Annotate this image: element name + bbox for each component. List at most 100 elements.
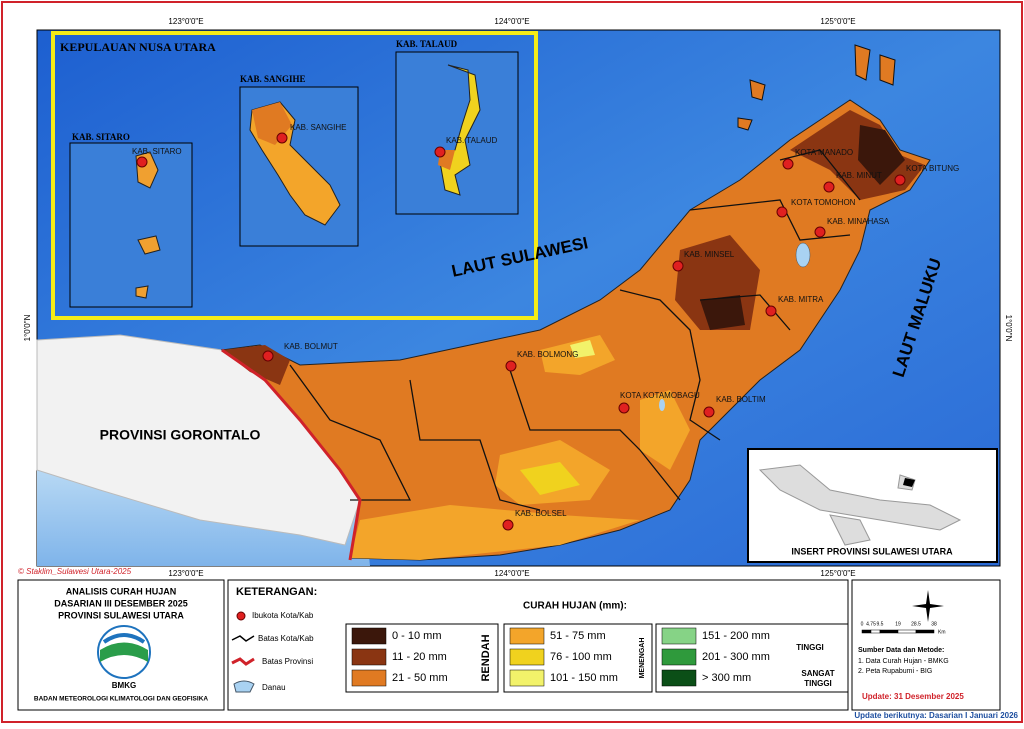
rain-zone xyxy=(640,390,690,470)
scale-segment xyxy=(861,629,872,634)
grid-label: 1°0'0"N xyxy=(23,314,32,341)
source-text: 2. Peta Rupabumi - BIG xyxy=(858,668,932,675)
scale-label: 0 xyxy=(861,621,864,627)
legend-text: Batas Provinsi xyxy=(262,657,313,666)
logo-text: BMKG xyxy=(112,681,136,690)
city-label: KAB. SANGIHE xyxy=(290,123,346,132)
group-label: RENDAH xyxy=(480,634,492,681)
class-swatch xyxy=(509,627,545,645)
info-box xyxy=(851,579,1001,711)
class-label: > 300 mm xyxy=(702,672,751,684)
group-label: TINGGI xyxy=(796,643,824,652)
legend-symbol xyxy=(231,635,255,642)
source-text: 1. Data Curah Hujan - BMKG xyxy=(858,658,949,665)
city-marker xyxy=(703,406,715,418)
class-swatch xyxy=(661,627,697,645)
scale-segment xyxy=(879,629,899,634)
group-label: MENENGAH xyxy=(639,638,646,679)
city-markers xyxy=(136,132,906,531)
class-swatch xyxy=(351,669,387,687)
logo-wave xyxy=(100,642,148,662)
logo-wave xyxy=(102,633,146,644)
city-marker xyxy=(502,519,514,531)
class-swatch xyxy=(509,648,545,666)
scale-segment xyxy=(897,629,917,634)
lake xyxy=(659,399,665,411)
legend-text: Ibukota Kota/Kab xyxy=(252,611,314,620)
map-title: PROVINSI SULAWESI UTARA xyxy=(58,610,184,620)
inset-label: KAB. TALAUD xyxy=(396,39,458,49)
island xyxy=(135,151,161,299)
border xyxy=(689,199,851,241)
group-label: SANGAT xyxy=(801,669,834,678)
city-label: KAB. BOLMONG xyxy=(517,350,578,359)
legend-symbol xyxy=(231,657,255,666)
lake xyxy=(795,242,811,268)
city-label: KOTA TOMOHON xyxy=(791,198,856,207)
city-marker xyxy=(434,146,446,158)
city-label: KAB. MINAHASA xyxy=(827,217,890,226)
inset-box xyxy=(69,142,193,308)
legend-text: Batas Kota/Kab xyxy=(258,634,314,643)
city-marker xyxy=(823,181,835,193)
rain-zone xyxy=(520,462,580,495)
city-marker xyxy=(136,156,148,168)
logo-text: BADAN METEOROLOGI KLIMATOLOGI DAN GEOFIS… xyxy=(34,696,208,703)
map-title: DASARIAN III DESEMBER 2025 xyxy=(54,598,188,608)
source-text: Sumber Data dan Metode: xyxy=(858,647,944,654)
rain-classes: 0 - 10 mm 11 - 20 mm 21 - 50 mm 51 - 75 mm 7… xyxy=(351,627,770,687)
class-swatch xyxy=(661,669,697,687)
inset-label: KAB. SITARO xyxy=(72,132,130,142)
class-label: 0 - 10 mm xyxy=(392,630,442,642)
border xyxy=(289,364,412,501)
city-label: KOTA BITUNG xyxy=(906,164,959,173)
insert-highlight xyxy=(903,478,915,487)
credit: © Staklim_Sulawesi Utara-2025 xyxy=(18,567,132,576)
city-marker xyxy=(262,350,274,362)
inset-label: KAB. SANGIHE xyxy=(240,74,306,84)
rain-zone xyxy=(350,505,640,560)
scale-label: 4.75 xyxy=(866,621,876,627)
inset-frame xyxy=(51,31,538,320)
class-swatch xyxy=(351,648,387,666)
scale-segment xyxy=(915,629,935,634)
city-marker xyxy=(814,226,826,238)
class-group xyxy=(655,623,849,693)
city-marker xyxy=(765,305,777,317)
class-swatch xyxy=(509,669,545,687)
border xyxy=(779,149,861,201)
border xyxy=(619,289,721,441)
legend-heading: KETERANGAN: xyxy=(236,586,317,598)
legend-symbol xyxy=(233,680,255,693)
city-label: KAB. MINSEL xyxy=(684,250,735,259)
scale-unit: Km xyxy=(938,629,946,635)
rain-heading: CURAH HUJAN (mm): xyxy=(523,601,627,612)
legend-panel: ANALISIS CURAH HUJAN DASARIAN III DESEMB… xyxy=(17,579,1019,720)
city-label: KAB. SITARO xyxy=(132,147,182,156)
city-label: KAB. BOLMUT xyxy=(284,342,338,351)
grid-label: 125°0'0"E xyxy=(820,569,855,578)
city-marker xyxy=(894,174,906,186)
class-group xyxy=(503,623,653,693)
regency-borders xyxy=(289,149,861,511)
border xyxy=(509,369,681,501)
grid-label: 124°0'0"E xyxy=(494,17,529,26)
next-update: Update berikutnya: Dasarian I Januari 20… xyxy=(854,711,1018,720)
rain-zone xyxy=(700,295,745,330)
city-label: KOTA KOTAMOBAGU xyxy=(620,391,700,400)
update: Update: 31 Desember 2025 xyxy=(862,692,964,701)
class-swatch xyxy=(351,627,387,645)
city-label: KAB. BOLTIM xyxy=(716,395,766,404)
city-marker xyxy=(672,260,684,272)
rain-zone xyxy=(858,125,905,185)
city-label: KOTA MANADO xyxy=(795,148,853,157)
class-swatch xyxy=(661,648,697,666)
inset-title: KEPULAUAN NUSA UTARA xyxy=(60,40,216,54)
scale-label: 38 xyxy=(931,621,937,627)
city-label: KAB. TALAUD xyxy=(446,136,498,145)
rain-zone xyxy=(570,340,595,358)
city-marker xyxy=(776,206,788,218)
map-title: ANALISIS CURAH HUJAN xyxy=(66,586,177,596)
sulut-land xyxy=(220,99,931,561)
